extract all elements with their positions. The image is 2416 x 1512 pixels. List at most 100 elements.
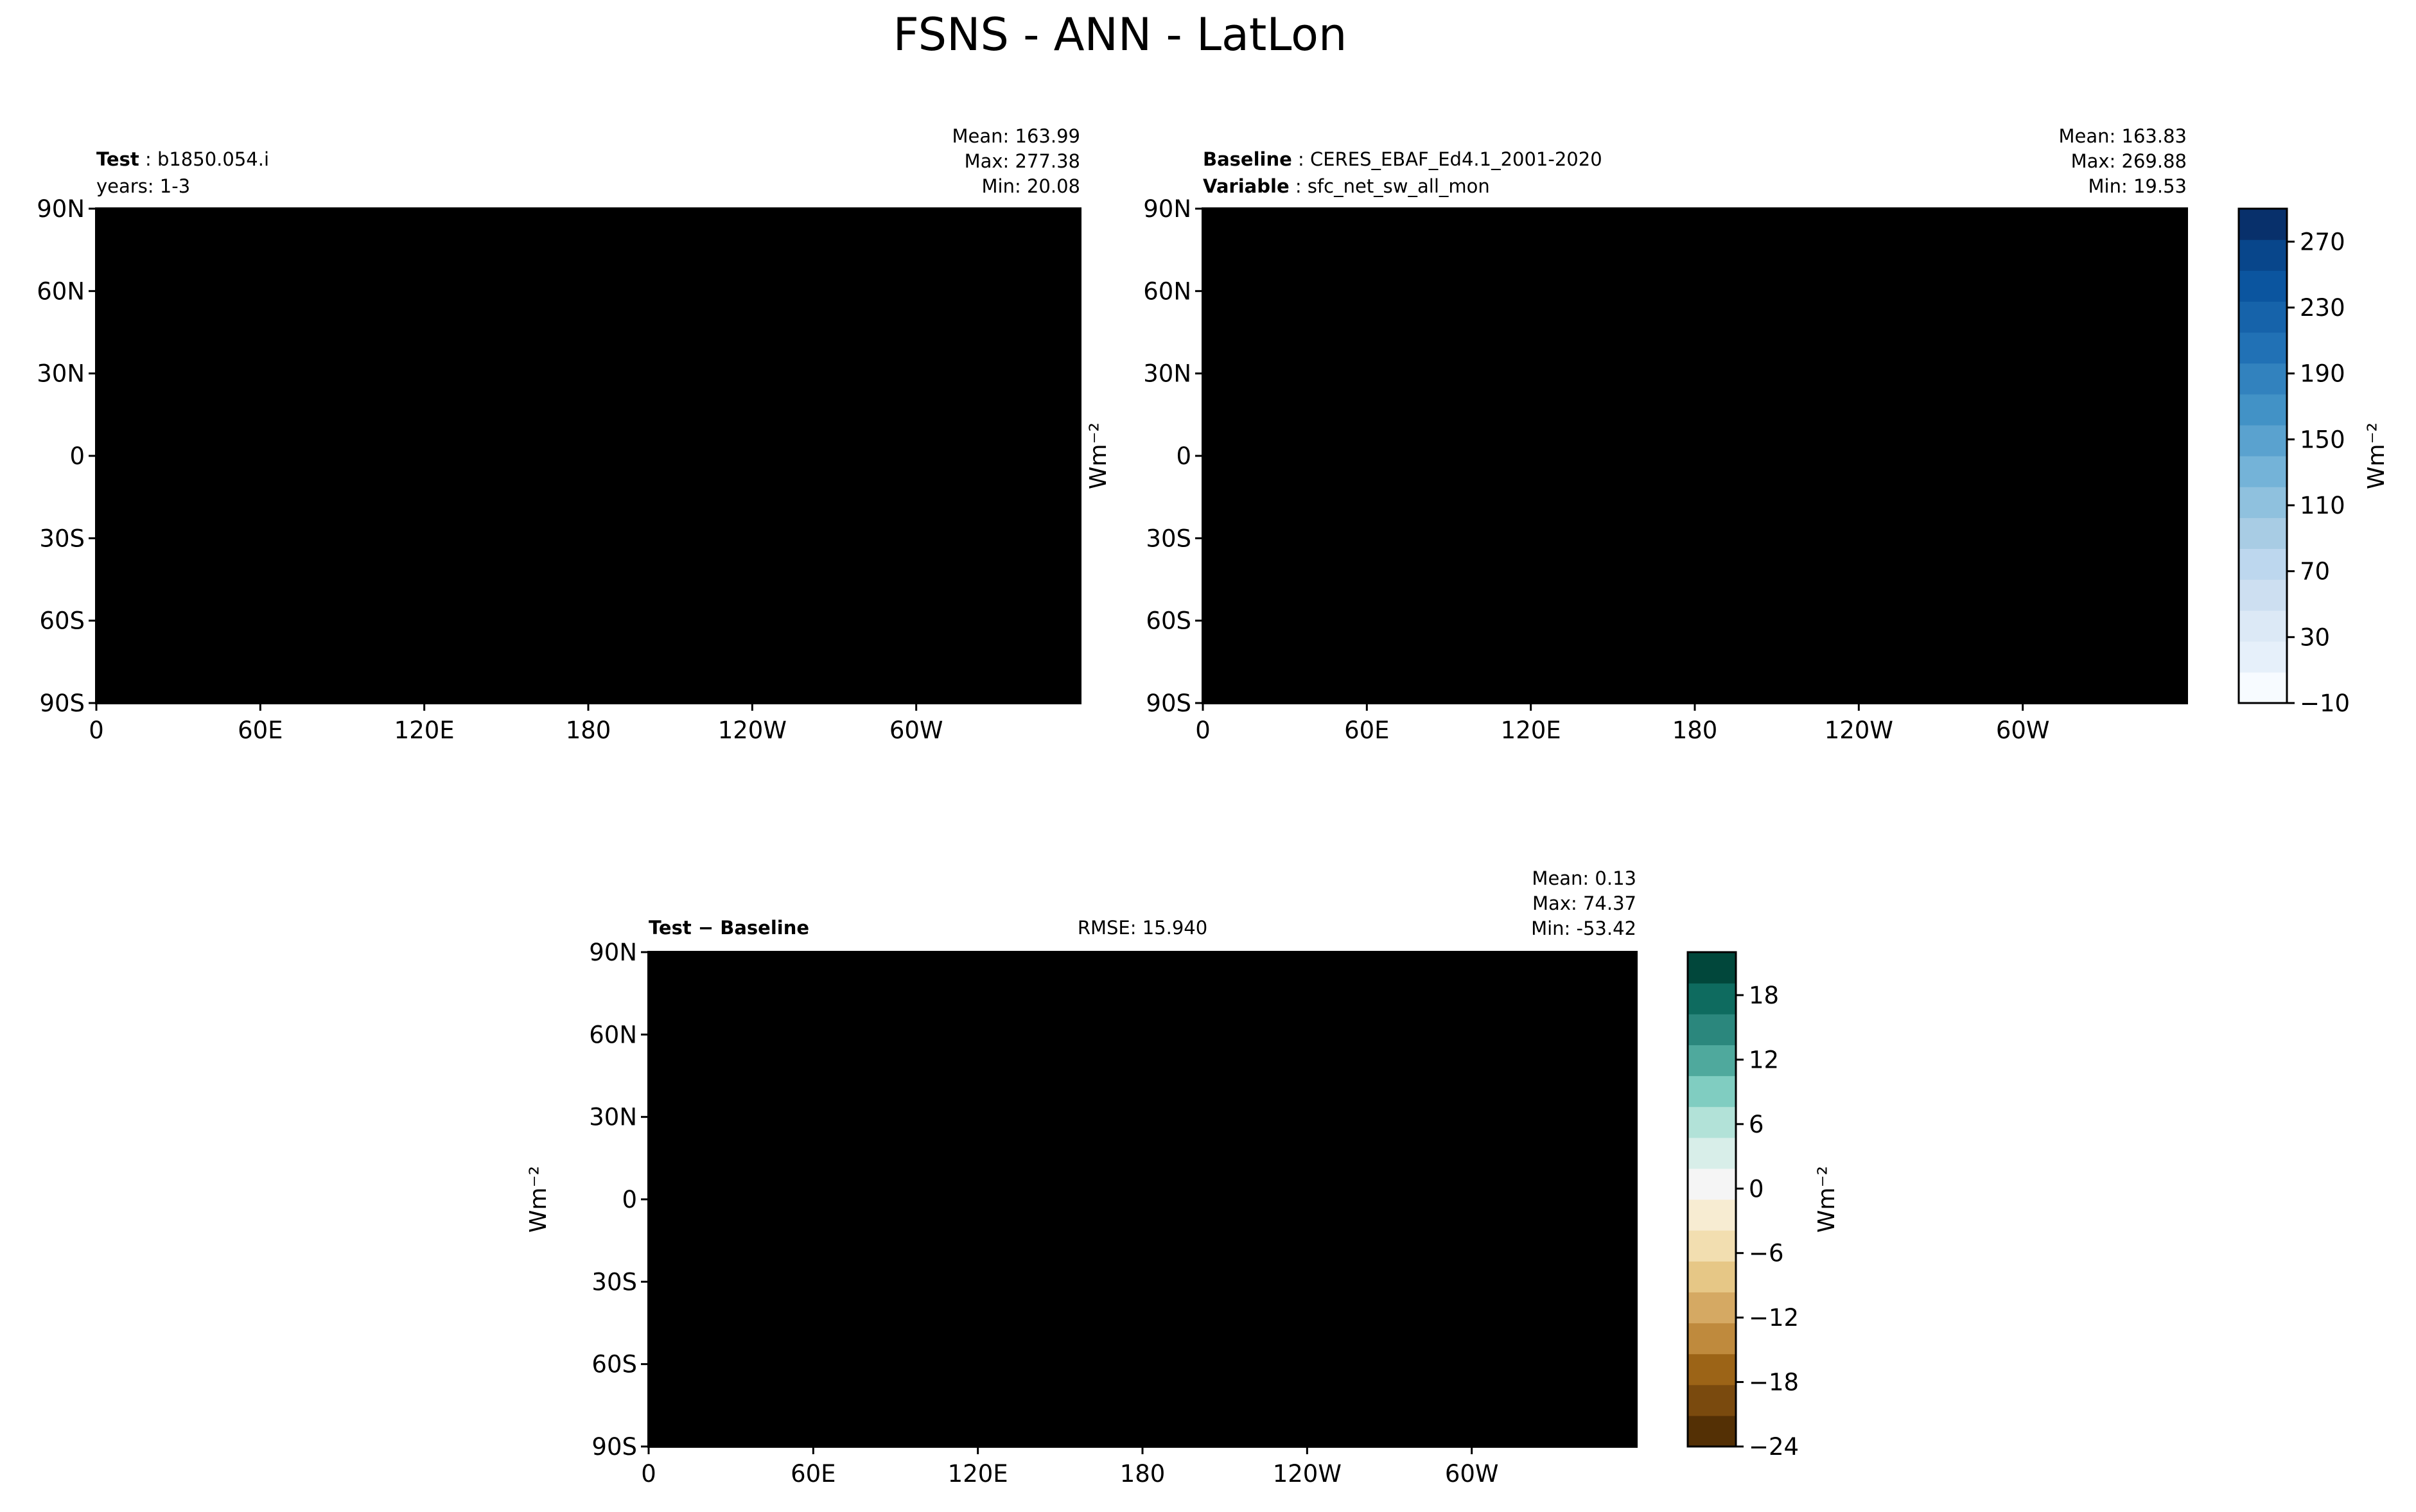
colorbar-tick-label: 270 <box>2300 228 2345 256</box>
lat-tick-label: 30S <box>39 525 85 552</box>
colorbar-tick-label: 18 <box>1749 982 1779 1009</box>
colorbar-swatch <box>2239 239 2287 271</box>
baseline-lat-axis: 90N 60N 30N 0 30S 60S 90S <box>1143 195 1203 717</box>
main-colorbar-ticks: 270 230 190 150 110 70 30 −10 <box>2287 228 2350 717</box>
lon-tick-label: 0 <box>1195 717 1211 744</box>
diff-rmse: RMSE: 15.940 <box>1078 917 1207 939</box>
lat-tick-label: 90S <box>1146 690 1191 717</box>
diff-lon-axis: 0 60E 120E 180 120W 60W <box>641 1447 1499 1488</box>
lat-tick-label: 60S <box>591 1351 637 1378</box>
main-colorbar-frame <box>2237 207 2288 704</box>
lon-tick-label: 180 <box>1672 717 1718 744</box>
baseline-lon-axis: 0 60E 120E 180 120W 60W <box>1195 703 2050 744</box>
lon-tick-label: 180 <box>1120 1460 1166 1488</box>
colorbar-swatch <box>1688 952 1736 984</box>
lat-tick-label: 30N <box>1143 360 1191 388</box>
colorbar-swatch <box>2239 209 2287 240</box>
baseline-panel: Baseline : CERES_EBAF_Ed4.1_2001-2020 Va… <box>1085 125 2188 744</box>
lon-tick-label: 0 <box>89 717 104 744</box>
lon-tick-label: 180 <box>566 717 611 744</box>
colorbar-tick-label: 70 <box>2300 558 2330 586</box>
test-max: Max: 277.38 <box>965 150 1080 172</box>
baseline-min: Min: 19.53 <box>2088 175 2187 197</box>
colorbar-tick-label: −18 <box>1749 1369 1799 1396</box>
colorbar-swatch <box>1688 1261 1736 1292</box>
test-lat-axis: 90N 60N 30N 0 30S 60S 90S <box>37 195 96 717</box>
colorbar-swatch <box>1688 1323 1736 1355</box>
baseline-mean: Mean: 163.83 <box>2059 125 2187 147</box>
colorbar-swatch <box>2239 517 2287 549</box>
lon-tick-label: 120E <box>394 717 455 744</box>
colorbar-tick-label: 230 <box>2300 294 2345 322</box>
lat-tick-label: 0 <box>622 1186 637 1213</box>
main-colorbar-unit: Wm⁻² <box>2363 422 2390 489</box>
baseline-label: Baseline : CERES_EBAF_Ed4.1_2001-2020 <box>1203 148 1602 170</box>
colorbar-swatch <box>2239 487 2287 518</box>
lat-tick-label: 30S <box>591 1268 637 1296</box>
lon-tick-label: 120W <box>1825 717 1893 744</box>
lat-tick-label: 60N <box>1143 277 1191 305</box>
colorbar-swatch <box>2239 548 2287 580</box>
colorbar-swatch <box>1688 983 1736 1014</box>
colorbar-swatch <box>2239 363 2287 395</box>
colorbar-swatch <box>1688 1199 1736 1231</box>
lat-tick-label: 60N <box>589 1021 637 1048</box>
figure-title: FSNS - ANN - LatLon <box>893 8 1347 61</box>
lon-tick-label: 60W <box>1445 1460 1499 1488</box>
colorbar-swatch <box>2239 456 2287 487</box>
colorbar-swatch <box>1688 1014 1736 1045</box>
colorbar-tick-label: 6 <box>1749 1111 1764 1138</box>
diff-colorbar-swatches <box>1688 952 1736 1447</box>
colorbar-swatch <box>2239 641 2287 673</box>
colorbar-swatch <box>2239 579 2287 611</box>
lat-tick-label: 30N <box>589 1104 637 1131</box>
diff-panel: Test − Baseline RMSE: 15.940 Mean: 0.13 … <box>525 867 1638 1488</box>
lon-tick-label: 120E <box>948 1460 1008 1488</box>
diff-max: Max: 74.37 <box>1532 892 1636 914</box>
colorbar-swatch <box>2239 672 2287 704</box>
lon-tick-label: 120E <box>1501 717 1561 744</box>
test-min: Min: 20.08 <box>982 175 1080 197</box>
colorbar-swatch <box>2239 610 2287 642</box>
colorbar-tick-label: 190 <box>2300 360 2345 388</box>
diff-colorbar: 18 12 6 0 −6 −12 −18 −24 Wm⁻² <box>1686 951 1840 1461</box>
baseline-ylabel: Wm⁻² <box>1085 422 1112 489</box>
colorbar-swatch <box>2239 301 2287 333</box>
diff-colorbar-ticks: 18 12 6 0 −6 −12 −18 −24 <box>1736 982 1799 1461</box>
colorbar-tick-label: 150 <box>2300 426 2345 453</box>
colorbar-swatch <box>1688 1292 1736 1324</box>
lat-tick-label: 90N <box>1143 195 1191 223</box>
colorbar-tick-label: −6 <box>1749 1240 1784 1267</box>
lat-tick-label: 60N <box>37 277 85 305</box>
main-colorbar: 270 230 190 150 110 70 30 −10 Wm⁻² <box>2237 207 2390 717</box>
colorbar-tick-label: 0 <box>1749 1175 1764 1203</box>
colorbar-tick-label: 110 <box>2300 492 2345 519</box>
lat-tick-label: 90N <box>37 195 85 223</box>
test-label: Test : b1850.054.i <box>96 148 269 170</box>
baseline-variable: Variable : sfc_net_sw_all_mon <box>1203 175 1490 197</box>
test-mean: Mean: 163.99 <box>952 125 1080 147</box>
colorbar-tick-label: −10 <box>2300 690 2350 717</box>
colorbar-swatch <box>1688 1353 1736 1386</box>
colorbar-tick-label: −24 <box>1749 1433 1799 1461</box>
baseline-stats: Mean: 163.83 Max: 269.88 Min: 19.53 <box>2059 125 2187 197</box>
main-colorbar-swatches <box>2239 209 2287 704</box>
colorbar-swatch <box>2239 424 2287 456</box>
lat-tick-label: 30N <box>37 360 85 388</box>
diff-colorbar-unit: Wm⁻² <box>1814 1166 1840 1233</box>
colorbar-swatch <box>1688 1230 1736 1262</box>
test-panel: Test : b1850.054.i years: 1-3 Mean: 163.… <box>37 125 1081 744</box>
diff-coastlines <box>649 975 1636 1400</box>
colorbar-tick-label: −12 <box>1749 1304 1799 1332</box>
lat-tick-label: 90N <box>589 939 637 966</box>
colorbar-swatch <box>2239 394 2287 426</box>
test-stats: Mean: 163.99 Max: 277.38 Min: 20.08 <box>952 125 1080 197</box>
lon-tick-label: 60W <box>1996 717 2050 744</box>
diff-mean: Mean: 0.13 <box>1532 867 1636 889</box>
lat-tick-label: 30S <box>1146 525 1191 552</box>
test-lon-axis: 0 60E 120E 180 120W 60W <box>89 703 943 744</box>
colorbar-swatch <box>1688 1045 1736 1077</box>
lat-tick-label: 0 <box>1176 442 1191 470</box>
baseline-coastlines <box>1203 231 2187 656</box>
